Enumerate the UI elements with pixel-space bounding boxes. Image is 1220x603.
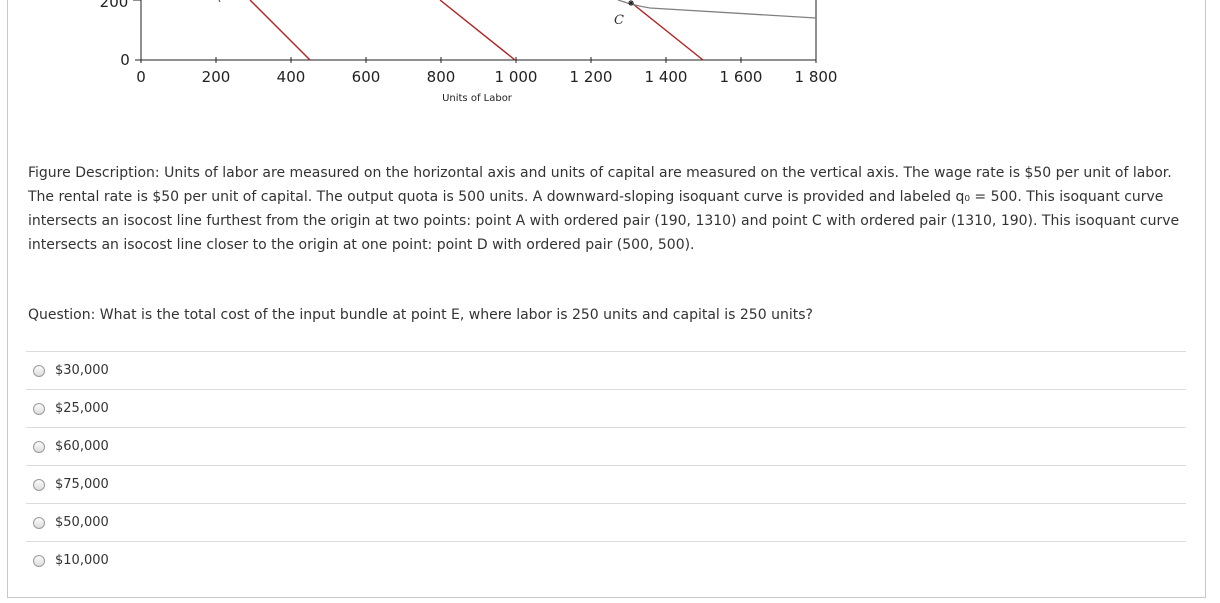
x-tick-label-1800: 1 800 bbox=[795, 68, 838, 86]
y-tick-label-0: 0 bbox=[120, 51, 130, 69]
answer-option-label: $10,000 bbox=[55, 553, 109, 568]
answer-option-label: $60,000 bbox=[55, 439, 109, 454]
x-tick-label-600: 600 bbox=[352, 68, 381, 86]
radio-button[interactable] bbox=[33, 364, 45, 377]
question-text: Question: What is the total cost of the … bbox=[28, 307, 813, 323]
answer-option-label: $75,000 bbox=[55, 477, 109, 492]
isocost-line-1 bbox=[249, 0, 311, 61]
chart-mark bbox=[218, 0, 221, 3]
y-tick-label-200: 200 bbox=[100, 0, 129, 11]
answer-option-label: $50,000 bbox=[55, 515, 109, 530]
answer-options: $30,000 $25,000 $60,000 $75,000 $50,000 … bbox=[26, 351, 1186, 579]
x-tick-label-400: 400 bbox=[277, 68, 306, 86]
radio-button[interactable] bbox=[33, 402, 45, 415]
x-axis-title: Units of Labor bbox=[442, 93, 513, 104]
answer-option[interactable]: $50,000 bbox=[26, 503, 1186, 541]
answer-option-label: $30,000 bbox=[55, 363, 109, 378]
figure-description: Figure Description: Units of labor are m… bbox=[28, 165, 1180, 253]
x-tick-label-200: 200 bbox=[202, 68, 231, 86]
x-ticks bbox=[140, 57, 817, 63]
isocost-line-3 bbox=[632, 3, 704, 61]
x-tick-label-1000: 1 000 bbox=[495, 68, 538, 86]
isocost-line-2 bbox=[439, 0, 516, 61]
question-panel bbox=[7, 0, 1206, 598]
radio-button[interactable] bbox=[33, 440, 45, 453]
answer-option[interactable]: $25,000 bbox=[26, 389, 1186, 427]
answer-option[interactable]: $10,000 bbox=[26, 541, 1186, 579]
answer-option[interactable]: $75,000 bbox=[26, 465, 1186, 503]
answer-option-label: $25,000 bbox=[55, 401, 109, 416]
answer-option[interactable]: $60,000 bbox=[26, 427, 1186, 465]
x-tick-label-800: 800 bbox=[427, 68, 456, 86]
point-label-c: C bbox=[614, 13, 624, 28]
x-tick-label-1200: 1 200 bbox=[570, 68, 613, 86]
x-tick-label-0: 0 bbox=[136, 68, 146, 86]
x-tick-label-1600: 1 600 bbox=[720, 68, 763, 86]
answer-option[interactable]: $30,000 bbox=[26, 351, 1186, 389]
radio-button[interactable] bbox=[33, 516, 45, 529]
x-tick-label-1400: 1 400 bbox=[645, 68, 688, 86]
isoquant-curve bbox=[617, 0, 817, 19]
radio-button[interactable] bbox=[33, 554, 45, 567]
point-c-marker bbox=[628, 0, 634, 6]
isoquant-chart: 200 0 C 0 200 400 600 800 1 000 1 200 bbox=[100, 0, 838, 104]
radio-button[interactable] bbox=[33, 478, 45, 491]
